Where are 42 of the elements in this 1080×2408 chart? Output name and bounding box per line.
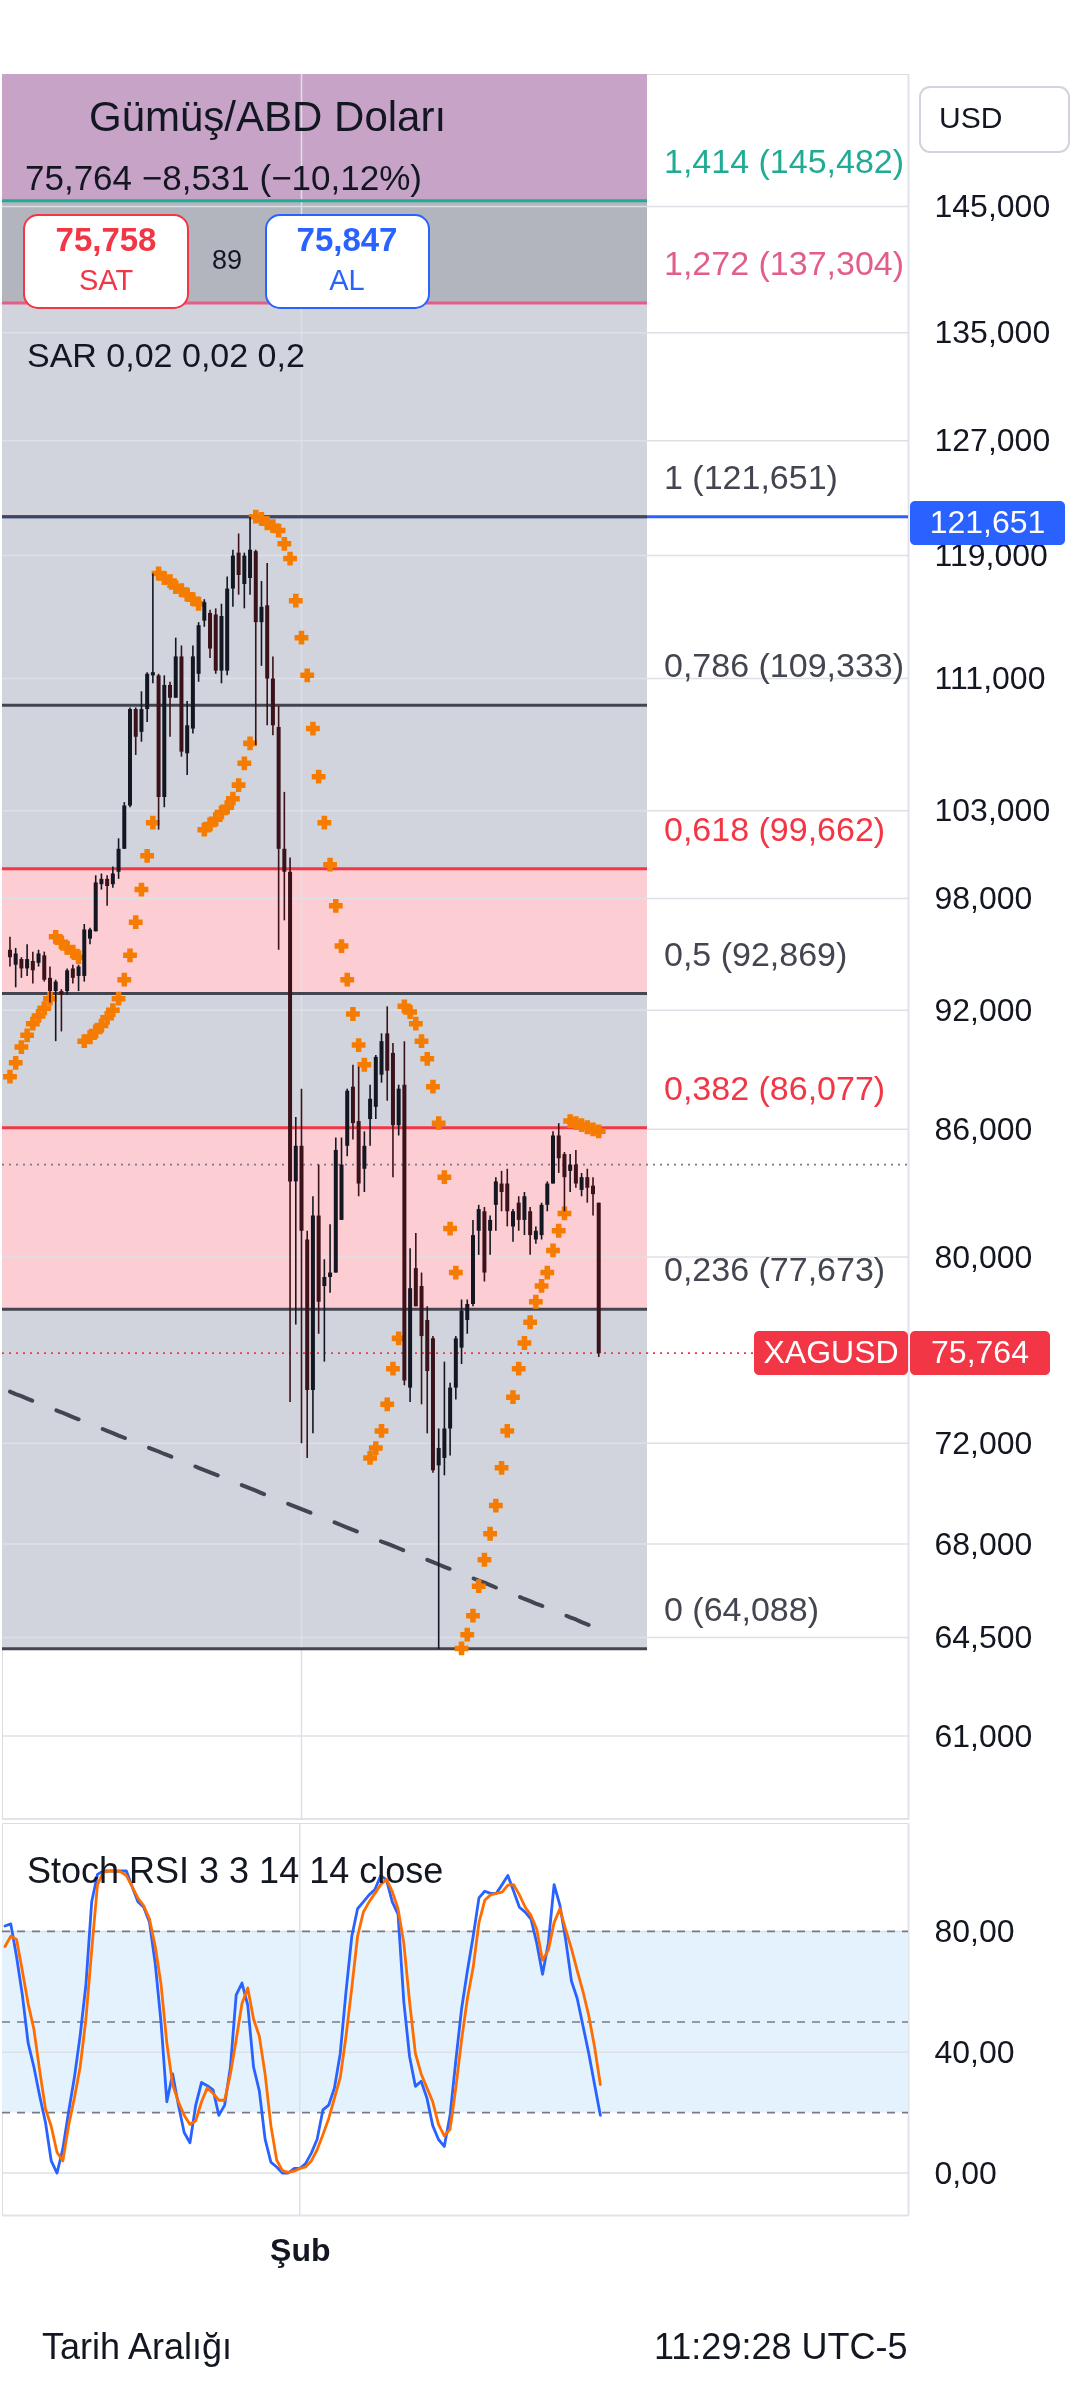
y-tick-label: 40,00 (934, 2033, 1015, 2070)
y-tick-label: 80,00 (934, 1912, 1015, 1949)
ref-line-label: 1 (121,651) (664, 457, 838, 496)
x-tick-label: Şub (270, 2231, 331, 2268)
text: 121,651 (929, 504, 1046, 540)
text: 75,764 −8,531 (−10,12%) (25, 158, 422, 197)
y-tick-label: 111,000 (934, 660, 1046, 697)
text: USD (939, 101, 1003, 134)
y-tick-label: 119,000 (934, 537, 1048, 574)
text: XAGUSD (763, 1334, 899, 1370)
ref-line-label: 1,414 (145,482) (664, 141, 905, 180)
annotation: 89 (211, 245, 243, 275)
ref-line-label: 0,786 (109,333) (664, 646, 905, 685)
y-tick-label: 68,000 (934, 1525, 1033, 1562)
text: 75,764 (931, 1334, 1029, 1370)
annotation: 75,758 (55, 221, 157, 258)
ref-line-label: 0,618 (99,662) (664, 809, 886, 848)
y-tick-label: 80,000 (934, 1238, 1033, 1275)
text: Gümüş/ABD Doları (89, 93, 447, 140)
ref-line-label: 0,5 (92,869) (664, 934, 848, 973)
y-tick-label: 0,00 (934, 2154, 997, 2191)
text: Stoch RSI 3 3 14 14 close (27, 1850, 444, 1891)
y-tick-label: 92,000 (934, 991, 1033, 1028)
y-tick-label: 145,000 (934, 188, 1051, 225)
y-tick-label: 86,000 (934, 1110, 1033, 1147)
annotation: SAR 0,02 0,02 0,2 (27, 336, 305, 374)
ref-line-label: 0 (64,088) (664, 1589, 819, 1628)
ref-line-label: 1,272 (137,304) (664, 243, 905, 282)
y-tick-label: 61,000 (934, 1717, 1033, 1754)
annotation: 75,847 (296, 221, 398, 258)
annotation: AL (329, 264, 365, 296)
y-tick-label: 98,000 (934, 880, 1033, 917)
y-tick-label: 72,000 (934, 1424, 1033, 1461)
y-tick-label: 103,000 (934, 792, 1051, 829)
y-tick-label: 135,000 (934, 314, 1051, 351)
y-tick-label: 64,500 (934, 1618, 1033, 1655)
ref-line-label: 0,236 (77,673) (664, 1250, 886, 1289)
y-tick-label: 127,000 (934, 422, 1051, 459)
text: 11:29:28 UTC-5 (654, 2326, 908, 2367)
annotation: SAT (78, 264, 134, 296)
text: Tarih Aralığı (42, 2326, 233, 2367)
ref-line-label: 0,382 (86,077) (664, 1068, 886, 1107)
